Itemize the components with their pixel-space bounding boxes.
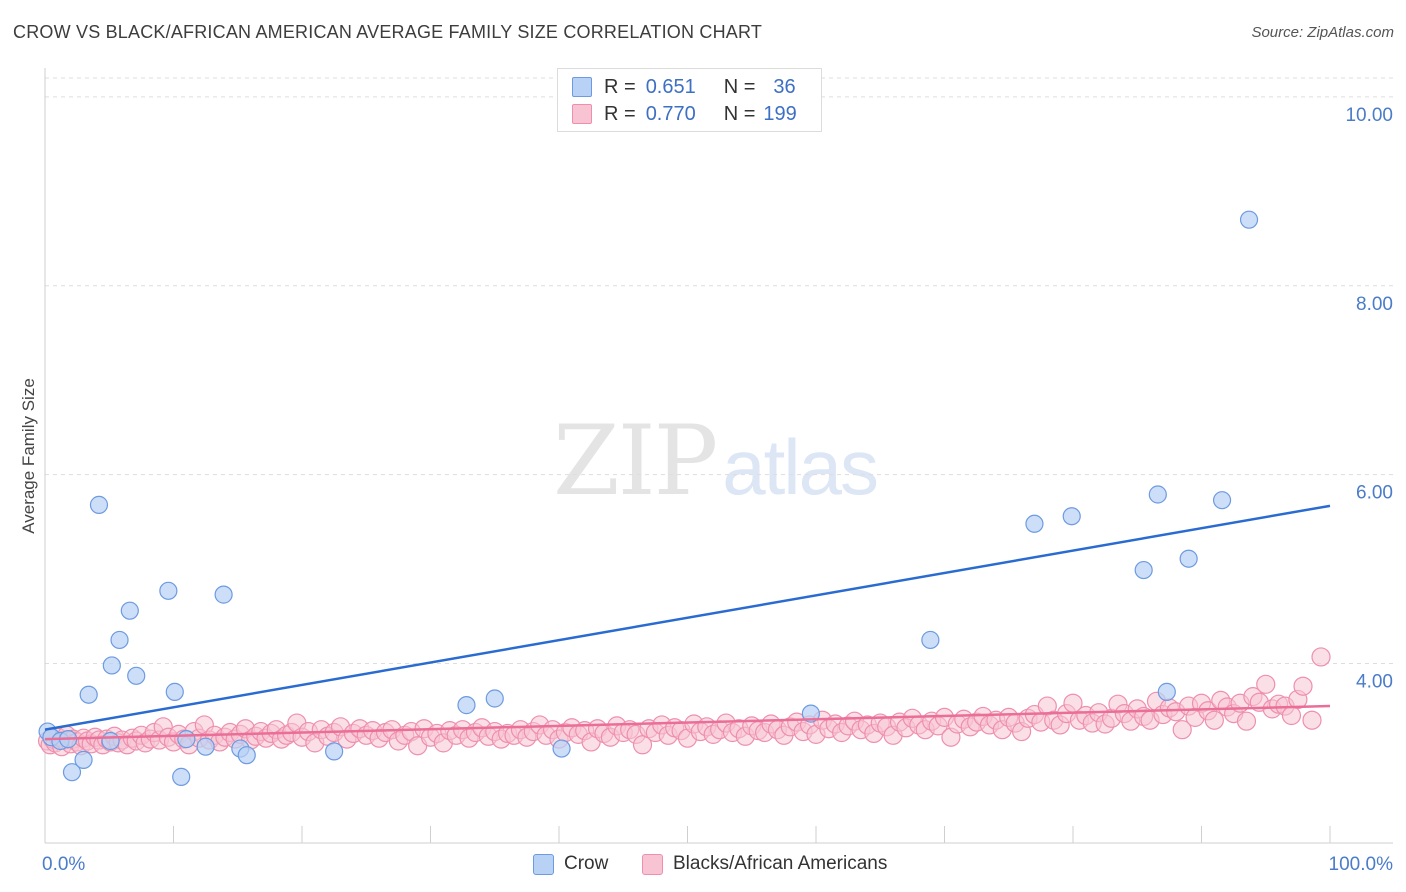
bottom-legend-crow: Crow xyxy=(533,851,608,877)
crow-point-21 xyxy=(325,742,344,761)
legend-row-black: R = 0.770 N = 199 xyxy=(572,102,797,126)
trend-lines xyxy=(44,504,1331,741)
watermark-atlas: atlas xyxy=(722,423,879,511)
crow-point-12 xyxy=(127,666,146,685)
crow-point-22 xyxy=(457,696,476,715)
black-trend-line xyxy=(44,704,1331,741)
crow-point-13 xyxy=(159,581,178,600)
black-point-215 xyxy=(1302,710,1322,730)
black-n-label: N = xyxy=(723,102,756,125)
watermark-zip: ZIP xyxy=(553,405,718,517)
grid-lines xyxy=(45,77,1393,665)
crow-point-14 xyxy=(165,682,184,701)
crow-swatch xyxy=(572,77,592,97)
crow-n-value: 36 xyxy=(773,75,796,98)
crow-point-26 xyxy=(921,630,940,650)
crow-point-16 xyxy=(177,730,196,749)
crow-point-5 xyxy=(74,750,93,769)
crow-trend-line xyxy=(44,504,1331,731)
y-tick-label-2: 8.00 xyxy=(1356,294,1393,315)
crow-r-value: 0.651 xyxy=(645,75,696,98)
crow-point-32 xyxy=(1157,682,1176,701)
crow-point-15 xyxy=(172,767,191,786)
crow-point-10 xyxy=(110,630,129,650)
crow-point-7 xyxy=(89,495,109,514)
black-point-216 xyxy=(1311,647,1331,667)
y-tick-label-3: 10.00 xyxy=(1345,105,1393,126)
crow-point-11 xyxy=(120,601,139,620)
crow-n-label: N = xyxy=(723,75,756,98)
crow-r-label: R = xyxy=(604,75,636,98)
crow-point-28 xyxy=(1062,507,1081,526)
crow-point-29 xyxy=(1134,560,1153,580)
y-axis-label: Average Family Size xyxy=(19,378,38,534)
crow-point-25 xyxy=(801,704,820,723)
crow-legend-swatch xyxy=(533,853,554,875)
black-r-label: R = xyxy=(604,102,636,125)
black-legend-swatch xyxy=(642,853,663,875)
crow-point-6 xyxy=(79,685,98,704)
watermark: ZIPatlas xyxy=(553,405,879,517)
source-label: Source: ZipAtlas.com xyxy=(1251,24,1394,41)
crow-point-24 xyxy=(552,739,571,758)
black-point-212 xyxy=(1281,705,1302,726)
black-point-214 xyxy=(1293,676,1313,696)
legend-row-crow: R = 0.651 N = 36 xyxy=(572,75,796,99)
black-point-195 xyxy=(1172,720,1192,740)
x-tick-label-end: 100.0% xyxy=(1329,854,1394,875)
black-n-value: 199 xyxy=(763,102,797,125)
crow-point-20 xyxy=(237,746,256,765)
crow-point-17 xyxy=(196,737,215,756)
black-point-200 xyxy=(1204,710,1224,730)
crow-point-34 xyxy=(1239,210,1259,229)
crow-point-31 xyxy=(1179,549,1198,568)
crow-point-30 xyxy=(1148,485,1167,504)
crow-point-18 xyxy=(214,585,233,604)
crow-point-27 xyxy=(1025,514,1044,533)
black-swatch xyxy=(572,104,592,124)
crow-point-4 xyxy=(62,763,82,782)
axes xyxy=(44,68,1393,844)
black-point-205 xyxy=(1236,711,1257,731)
tick-labels: 4.00 6.00 8.00 10.00 0.0% 100.0% xyxy=(42,105,1393,875)
crow-point-33 xyxy=(1212,491,1232,510)
black-series-points xyxy=(37,647,1331,757)
chart-title: CROW VS BLACK/AFRICAN AMERICAN AVERAGE F… xyxy=(13,22,763,42)
crow-legend-label: Crow xyxy=(564,853,609,874)
crow-point-9 xyxy=(102,656,121,675)
y-tick-label-0: 4.00 xyxy=(1356,672,1393,693)
crow-series-points xyxy=(38,210,1259,786)
stats-legend: R = 0.651 N = 36 R = 0.770 N = 199 xyxy=(557,68,822,132)
x-tick-label-start: 0.0% xyxy=(42,854,85,875)
crow-point-8 xyxy=(101,731,120,751)
crow-point-23 xyxy=(485,689,504,708)
bottom-legend-black: Blacks/African Americans xyxy=(642,851,887,877)
black-legend-label: Blacks/African Americans xyxy=(673,853,888,874)
y-tick-label-1: 6.00 xyxy=(1356,483,1393,504)
black-r-value: 0.770 xyxy=(645,102,696,125)
black-point-208 xyxy=(1256,674,1276,694)
